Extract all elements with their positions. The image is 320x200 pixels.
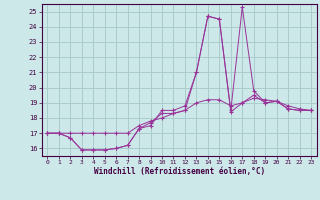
X-axis label: Windchill (Refroidissement éolien,°C): Windchill (Refroidissement éolien,°C) [94,167,265,176]
